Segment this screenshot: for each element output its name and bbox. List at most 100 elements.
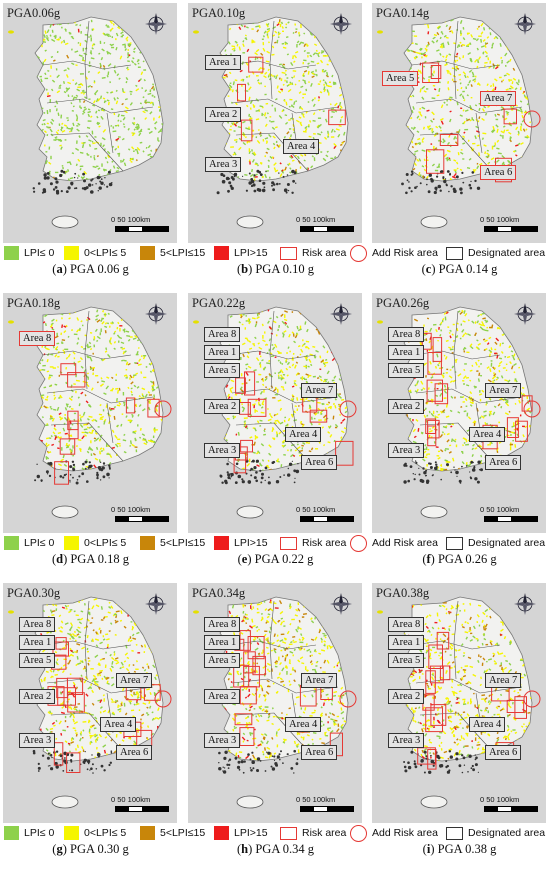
- scale-label: 0 50 100km: [480, 215, 520, 224]
- island: [55, 180, 59, 184]
- province-boundary: [475, 112, 483, 154]
- area-label: Area 8: [204, 617, 241, 632]
- island: [471, 764, 474, 768]
- island: [218, 762, 220, 764]
- island: [230, 476, 232, 478]
- island: [470, 460, 474, 464]
- pga-label: PGA0.22g: [192, 296, 246, 310]
- area-label: Area 7: [485, 673, 522, 688]
- island: [60, 190, 63, 193]
- island: [283, 474, 285, 476]
- island: [270, 765, 273, 768]
- add-risk-area-circle: [154, 690, 172, 708]
- island: [252, 767, 255, 770]
- island: [291, 460, 293, 462]
- province-boundary: [227, 640, 317, 650]
- island: [456, 475, 458, 477]
- island: [291, 191, 294, 194]
- area-label: Area 5: [204, 363, 241, 378]
- island: [292, 179, 295, 183]
- island: [250, 178, 254, 181]
- island: [48, 474, 52, 478]
- island: [471, 171, 475, 174]
- korea-map: [8, 16, 164, 229]
- island: [295, 469, 300, 474]
- island: [421, 479, 425, 483]
- risk-area-box: [427, 749, 437, 770]
- risk-area-box: [243, 651, 256, 674]
- risk-area-box: [240, 119, 253, 142]
- scale-label: 0 50 100km: [296, 215, 336, 224]
- island: [89, 769, 91, 771]
- island: [427, 190, 431, 194]
- island: [108, 763, 111, 767]
- north-arrow-icon: [330, 13, 352, 35]
- island: [99, 479, 102, 481]
- island: [224, 479, 228, 483]
- risk-area-box: [335, 440, 354, 466]
- island: [253, 466, 257, 470]
- island: [458, 764, 462, 768]
- island: [250, 184, 254, 188]
- legend: LPI≤ 0 0<LPI≤ 5 5<LPI≤15 LPI>15 Risk area Add…: [0, 824, 550, 842]
- island: [288, 462, 293, 466]
- island: [448, 769, 451, 772]
- island: [454, 469, 456, 471]
- island: [98, 755, 100, 758]
- island: [442, 177, 445, 180]
- map-panel: PGA0.14g Area 5 Area 7 Area 6 0 50 100km: [372, 3, 546, 243]
- island: [256, 769, 259, 772]
- island: [48, 461, 53, 466]
- area-label: Area 4: [285, 427, 322, 442]
- island: [110, 750, 113, 752]
- island: [234, 481, 238, 484]
- island: [40, 480, 43, 482]
- legend-label: 5<LPI≤15: [160, 247, 206, 259]
- caption-text: PGA 0.14 g: [438, 262, 498, 276]
- island: [404, 769, 408, 773]
- island: [423, 176, 426, 178]
- island: [82, 462, 85, 466]
- island: [472, 768, 475, 772]
- island: [459, 187, 463, 191]
- caption-text: PGA 0.06 g: [70, 262, 129, 276]
- island: [264, 770, 267, 772]
- island: [470, 180, 472, 183]
- west-islet: [8, 30, 14, 34]
- island: [37, 762, 40, 765]
- island: [236, 765, 241, 769]
- map-panel: PGA0.26g Area 8 Area 1 Area 5 Area 7 Area 2 Ar…: [372, 293, 546, 533]
- island: [110, 751, 113, 754]
- island: [69, 769, 71, 771]
- island: [423, 471, 427, 475]
- island: [37, 766, 41, 770]
- risk-area-box: [439, 665, 451, 681]
- island: [430, 759, 435, 764]
- risk-area-box: [422, 62, 440, 83]
- island: [247, 480, 252, 484]
- island: [271, 181, 275, 185]
- island: [72, 476, 74, 479]
- island: [262, 181, 266, 185]
- island: [100, 764, 104, 768]
- island: [446, 463, 449, 467]
- province-boundary: [415, 678, 523, 694]
- island: [223, 767, 226, 769]
- designated-area-legend: Designated area: [446, 245, 545, 261]
- island: [33, 190, 36, 193]
- west-islet: [377, 610, 383, 614]
- island: [279, 758, 281, 761]
- island: [248, 172, 251, 175]
- legend-item: 5<LPI≤15: [140, 825, 205, 841]
- area-label: Area 6: [480, 165, 517, 180]
- island: [253, 189, 257, 193]
- west-islet: [193, 30, 199, 34]
- island: [271, 184, 273, 187]
- province-boundary: [84, 310, 90, 390]
- area-label: Area 2: [204, 399, 241, 414]
- island: [46, 473, 49, 475]
- island: [413, 762, 417, 766]
- province-boundary: [42, 60, 132, 70]
- island: [104, 177, 106, 179]
- island: [260, 476, 264, 480]
